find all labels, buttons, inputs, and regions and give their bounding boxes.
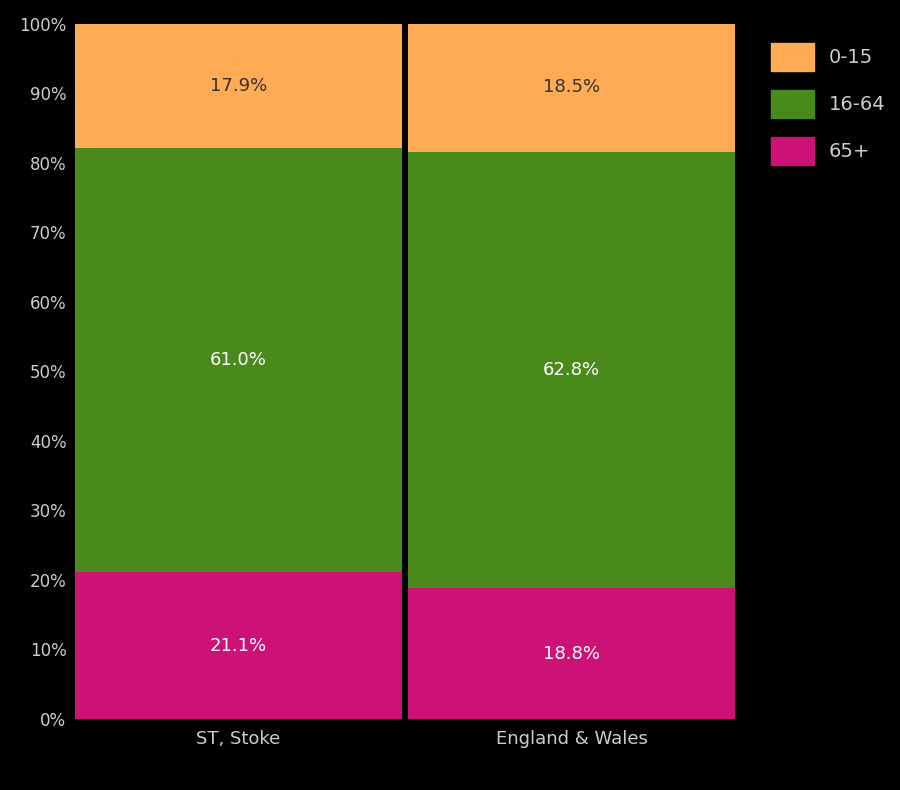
Bar bbox=[409, 152, 734, 589]
Text: 18.8%: 18.8% bbox=[543, 645, 600, 663]
Text: 62.8%: 62.8% bbox=[543, 361, 600, 379]
Text: 17.9%: 17.9% bbox=[210, 77, 267, 95]
Legend: 0-15, 16-64, 65+: 0-15, 16-64, 65+ bbox=[761, 33, 896, 175]
Bar bbox=[76, 24, 401, 149]
Text: 21.1%: 21.1% bbox=[210, 637, 267, 655]
Text: 61.0%: 61.0% bbox=[210, 352, 267, 369]
Bar bbox=[76, 149, 401, 572]
Bar bbox=[76, 572, 401, 719]
Bar bbox=[409, 589, 734, 719]
Bar bbox=[409, 23, 734, 152]
Text: 18.5%: 18.5% bbox=[543, 78, 600, 96]
